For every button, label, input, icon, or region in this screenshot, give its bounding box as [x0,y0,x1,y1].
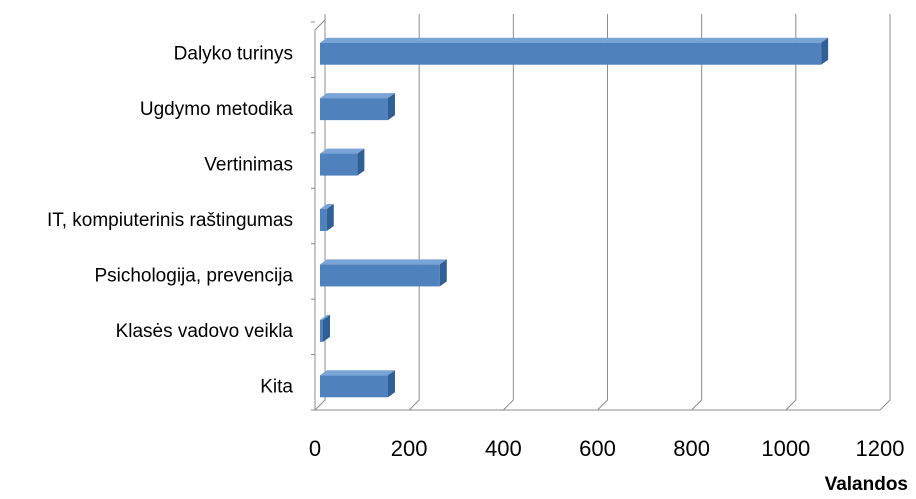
gridline-600 [597,14,608,411]
bar [320,314,330,342]
bar-front-face [320,42,822,65]
bar-top-face [320,370,395,376]
tick-labels: 0 200 400 600 800 1000 1200 [309,436,905,461]
bar [320,370,395,398]
bar-top-face [320,259,447,265]
y-category-label: Dalyko turinys [174,44,293,65]
gridline-400 [502,14,514,411]
gridlines [314,14,891,411]
bar-side-face [439,259,447,287]
y-category-label: Ugdymo metodika [140,99,294,120]
bar-front-face [320,209,327,231]
gridline-1000 [785,14,797,411]
axes [311,18,880,411]
bar-side-face [387,370,395,398]
y-category-label: Vertinimas [204,155,293,176]
bar-top-face [320,93,395,99]
bar-top-face [320,37,829,43]
category-labels: Dalyko turinys Ugdymo metodika Vertinimas I… [47,44,293,398]
x-tick-label: 0 [309,436,321,461]
bar [320,93,395,121]
bar [320,204,334,231]
bar-front-face [320,319,323,342]
bar-front-face [320,375,388,398]
x-tick-label: 800 [673,436,710,461]
x-tick-label: 400 [485,436,522,461]
bar-side-face [357,148,365,176]
x-tick-label: 600 [579,436,616,461]
y-category-label: Psichologija, prevencija [94,265,293,286]
bar-front-face [320,264,440,287]
x-tick-label: 200 [391,436,428,461]
bar-side-face [326,204,334,231]
gridline-800 [691,14,703,411]
gridline-200 [408,14,420,411]
bar-side-face [323,314,330,342]
bar-top-face [320,314,330,320]
x-tick-label: 1000 [761,436,810,461]
bar-front-face [320,98,388,121]
gridline-1200 [879,14,891,411]
y-category-label: IT, kompiuterinis raštingumas [47,210,293,231]
bar-front-face [320,153,358,176]
bar-side-face [387,93,395,121]
y-category-label: Klasės vadovo veikla [116,321,294,342]
bar [320,148,365,176]
bars [320,37,829,398]
bar-top-face [320,204,334,209]
bar-side-face [821,37,829,65]
x-tick-label: 1200 [856,436,905,461]
bar-top-face [320,148,365,154]
x-axis-title: Valandos [825,474,908,495]
y-category-label: Kita [260,376,293,397]
bar [320,259,447,287]
bar [320,37,829,65]
